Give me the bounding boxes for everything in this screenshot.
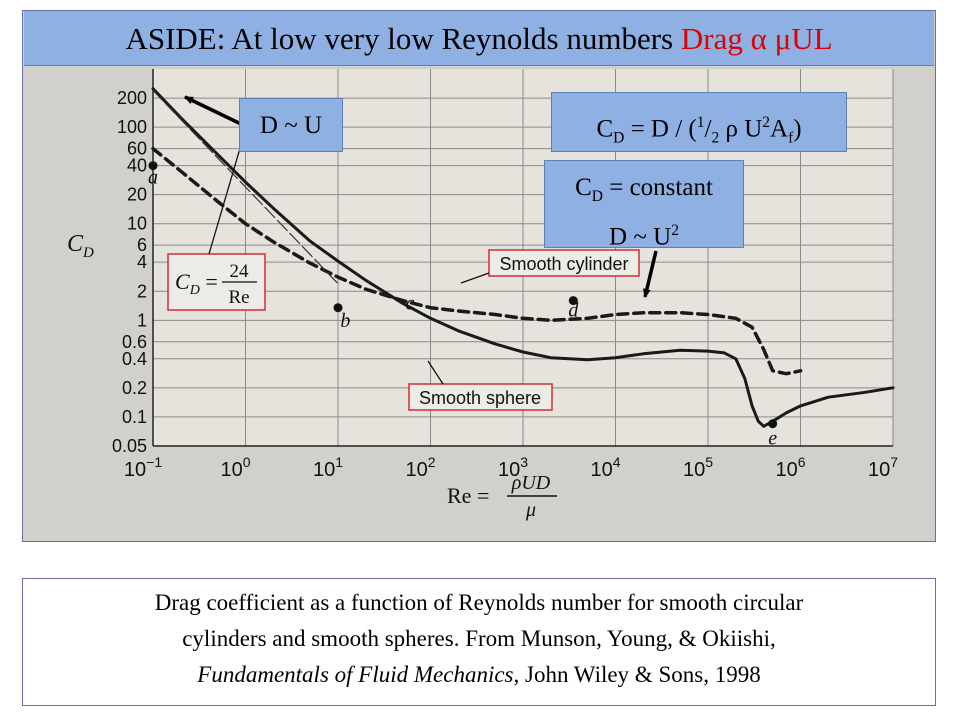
x-axis-label-denominator: μ	[525, 499, 536, 521]
cd-const-line2: D ~ U2	[545, 214, 743, 254]
cd-def-slash: /	[704, 115, 712, 143]
cd-const-c: C	[575, 174, 592, 201]
slide-title: ASIDE: At low very low Reynolds numbers …	[24, 11, 934, 66]
point-marker-d	[568, 296, 578, 306]
y-tick-label: 60	[127, 139, 147, 159]
cd-constant-arrow	[642, 250, 658, 298]
callout-cd-definition: CD = D / (1/2 ρ U2Af)	[551, 92, 847, 152]
smooth-cylinder-label-box	[488, 249, 640, 277]
formula-lhs: CD =	[175, 269, 218, 298]
x-tick-label: 107	[868, 454, 898, 481]
y-tick-label: 0.2	[122, 378, 147, 398]
callout-du-text: D ~ U	[259, 112, 323, 139]
point-marker-b	[333, 303, 343, 313]
figure-caption: Drag coefficient as a function of Reynol…	[22, 578, 936, 706]
point-marker-e	[768, 419, 778, 429]
point-marker-a	[148, 161, 158, 171]
y-tick-label: 10	[127, 214, 147, 234]
smooth-cylinder-label: Smooth cylinder	[499, 254, 628, 274]
du-arrow	[184, 95, 242, 126]
point-label-e: e	[768, 427, 777, 449]
cd-const-line1: CD = constant	[545, 171, 743, 214]
caption-line-3: Fundamentals of Fluid Mechanics, John Wi…	[37, 657, 921, 693]
cd-const-text: = constant	[602, 174, 713, 201]
point-label-b: b	[340, 310, 350, 332]
x-axis-label-lhs: Re =	[447, 483, 489, 508]
x-axis-label-numerator: ρUD	[511, 472, 551, 494]
title-prefix: ASIDE: At low very low Reynolds numbers	[125, 21, 681, 56]
y-axis-label: CD	[67, 231, 94, 261]
caption-book-title: Fundamentals of Fluid Mechanics	[197, 662, 514, 687]
caption-publisher: , John Wiley & Sons, 1998	[513, 662, 761, 687]
cd-def-sq: 2	[762, 114, 770, 131]
point-label-d: d	[568, 299, 579, 321]
x-tick-label: 106	[775, 454, 805, 481]
formula-numerator: 24	[230, 261, 250, 282]
y-tick-label: 0.05	[112, 436, 147, 456]
y-tick-label: 20	[127, 185, 147, 205]
caption-line-1: Drag coefficient as a function of Reynol…	[154, 590, 804, 615]
cd-def-mid: = D / (	[624, 115, 697, 143]
caption-line-2: cylinders and smooth spheres. From Munso…	[182, 626, 776, 651]
cd-const-du: D ~ U	[609, 223, 672, 251]
y-tick-label: 100	[117, 117, 147, 137]
x-tick-label: 10−1	[124, 454, 162, 481]
x-tick-label: 105	[683, 454, 713, 481]
callout-cd-constant: CD = constant D ~ U2	[544, 160, 744, 250]
smooth-sphere-label-box	[408, 383, 553, 411]
cd-const-sq: 2	[671, 222, 679, 239]
y-tick-label: 40	[127, 156, 147, 176]
smooth-sphere-pointer	[427, 360, 444, 385]
cd-def-sub: D	[613, 129, 625, 147]
callout-linear-drag: D ~ U	[239, 98, 343, 152]
y-tick-label: 1	[137, 310, 147, 330]
y-tick-label: 2	[137, 281, 147, 301]
y-tick-label: 6	[137, 235, 147, 255]
y-tick-label: 4	[137, 252, 147, 272]
x-tick-label: 102	[405, 454, 435, 481]
figure-frame: 10−1 100 101 102 103 104 105 106 107 200 100 60 40 20…	[22, 10, 936, 542]
x-tick-label: 103	[498, 454, 528, 481]
x-tick-label: 100	[220, 454, 250, 481]
x-tick-label: 101	[313, 454, 343, 481]
cd-def-rho-u: ρ U	[719, 115, 763, 143]
point-label-c: c	[406, 292, 415, 314]
cd-def-close: )	[793, 115, 802, 143]
y-tick-label: 0.6	[122, 332, 147, 352]
cd-def-den: 2	[711, 129, 720, 147]
cd-def-num: 1	[696, 114, 705, 131]
smooth-cylinder-pointer	[460, 272, 490, 284]
y-tick-label: 200	[117, 88, 147, 108]
cd-def-f: f	[788, 129, 794, 147]
cd-def-c: C	[596, 115, 614, 143]
x-tick-label: 104	[590, 454, 620, 481]
series-smooth-cylinder	[151, 146, 803, 376]
cd-def-a: A	[770, 115, 789, 143]
y-tick-label: 0.1	[122, 407, 147, 427]
formula-denominator: Re	[228, 287, 249, 308]
point-label-a: a	[148, 167, 158, 189]
smooth-sphere-label: Smooth sphere	[419, 388, 541, 408]
cd-const-sub: D	[591, 188, 603, 205]
title-accent: Drag α μUL	[680, 21, 833, 56]
series-cd-24-over-re	[152, 89, 339, 285]
y-tick-label: 0.4	[122, 349, 147, 369]
drag-coefficient-chart: 10−1 100 101 102 103 104 105 106 107200100604020…	[67, 69, 898, 521]
